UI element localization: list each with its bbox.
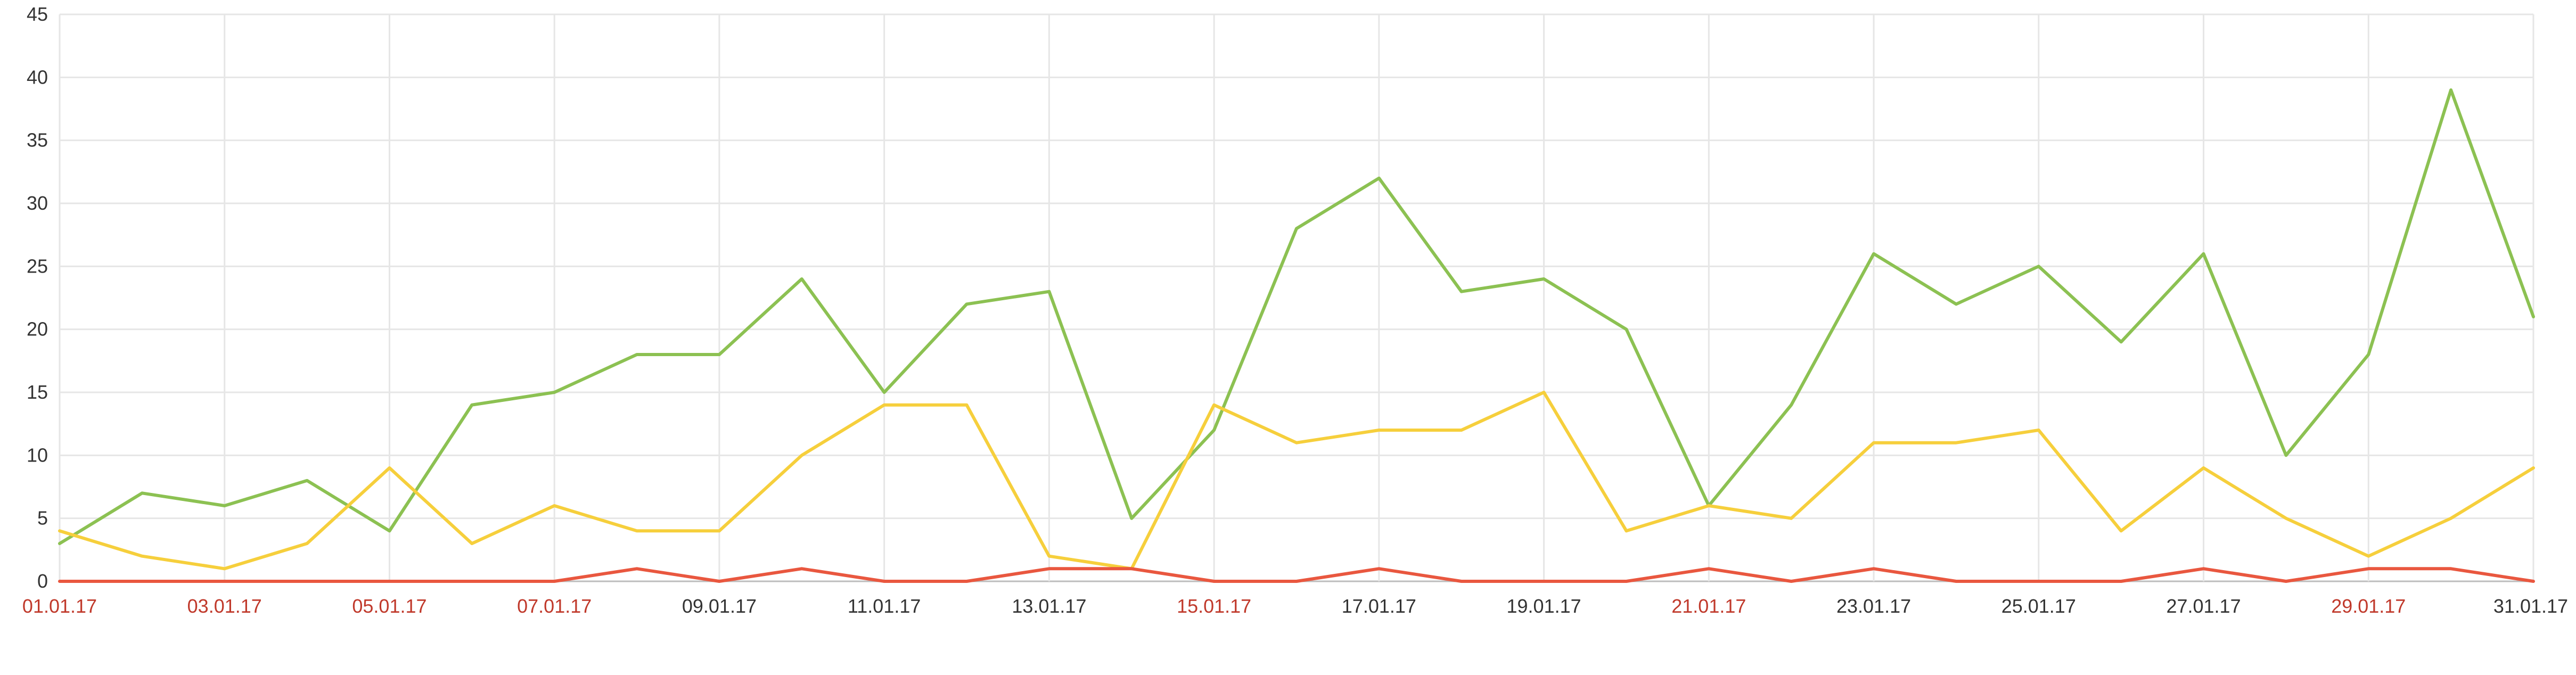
- series-line-2: [58, 391, 2535, 571]
- x-tick-label: 27.01.17: [2166, 595, 2241, 617]
- x-tick-label: 13.01.17: [1012, 595, 1086, 617]
- series-line-1: [58, 88, 2535, 545]
- y-tick-label: 0: [37, 570, 48, 592]
- x-tick-label: 19.01.17: [1507, 595, 1581, 617]
- y-tick-label: 5: [37, 507, 48, 529]
- y-tick-label: 45: [27, 3, 48, 25]
- series-points-2: [59, 392, 2534, 569]
- y-tick-label: 10: [27, 444, 48, 466]
- x-tick-label: 11.01.17: [848, 595, 921, 617]
- y-tick-label: 35: [27, 129, 48, 151]
- x-tick-label: 07.01.17: [517, 595, 592, 617]
- series-line-3: [58, 567, 2535, 583]
- x-axis-labels: 01.01.17 03.01.17 05.01.17 07.01.17 09.01.17…: [22, 595, 2568, 617]
- grid: [59, 13, 2534, 582]
- x-tick-label: 09.01.17: [682, 595, 757, 617]
- y-tick-label: 30: [27, 192, 48, 214]
- x-tick-label: 23.01.17: [1836, 595, 1911, 617]
- x-tick-label: 25.01.17: [2001, 595, 2076, 617]
- y-tick-label: 20: [27, 318, 48, 340]
- x-tick-label: 31.01.17: [2493, 595, 2568, 617]
- x-tick-label: 05.01.17: [352, 595, 426, 617]
- series-lines: [58, 88, 2535, 583]
- x-tick-label: 03.01.17: [187, 595, 262, 617]
- x-tick-label: 21.01.17: [1671, 595, 1746, 617]
- series-points-1: [59, 89, 2534, 544]
- y-tick-label: 15: [27, 381, 48, 403]
- x-tick-label: 29.01.17: [2331, 595, 2406, 617]
- y-axis-labels: 0 5 10 15 20 25 30 35 40 45: [27, 3, 48, 592]
- x-tick-label: 17.01.17: [1342, 595, 1416, 617]
- y-tick-label: 40: [27, 66, 48, 88]
- x-tick-label: 01.01.17: [22, 595, 97, 617]
- series-points-3: [59, 569, 2534, 582]
- y-tick-label: 25: [27, 255, 48, 277]
- x-tick-label: 15.01.17: [1177, 595, 1251, 617]
